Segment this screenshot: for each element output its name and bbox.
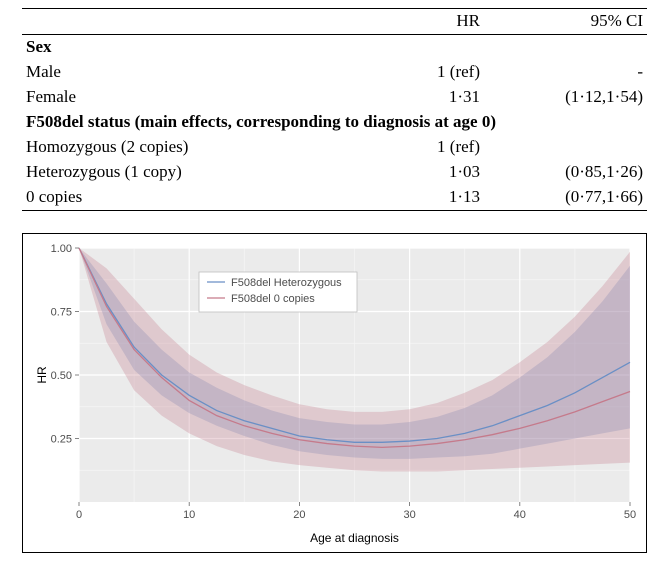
row-ci: [484, 135, 647, 160]
table-row: Homozygous (2 copies) 1 (ref): [22, 135, 647, 160]
row-label: Heterozygous (1 copy): [22, 160, 366, 185]
svg-text:40: 40: [514, 509, 526, 521]
svg-text:30: 30: [403, 509, 415, 521]
table-row: Heterozygous (1 copy) 1·03 (0·85,1·26): [22, 160, 647, 185]
hr-vs-age-chart: 0 10 20 30 40 50 0.25 0.50 0.75 1.00 Age at diagno…: [22, 233, 647, 553]
table-row: Male 1 (ref) -: [22, 60, 647, 85]
row-hr: 1·13: [366, 185, 484, 210]
svg-text:0.75: 0.75: [51, 306, 72, 318]
svg-text:HR: HR: [35, 366, 49, 384]
row-hr: 1·31: [366, 85, 484, 110]
svg-text:0: 0: [76, 509, 82, 521]
chart-svg: 0 10 20 30 40 50 0.25 0.50 0.75 1.00 Age at diagno…: [33, 242, 638, 546]
svg-text:F508del 0 copies: F508del 0 copies: [231, 293, 315, 305]
svg-text:10: 10: [183, 509, 195, 521]
row-hr: 1 (ref): [366, 60, 484, 85]
row-ci: (1·12,1·54): [484, 85, 647, 110]
col-header-ci: 95% CI: [484, 9, 647, 35]
row-label: Male: [22, 60, 366, 85]
row-label: Homozygous (2 copies): [22, 135, 366, 160]
svg-text:0.25: 0.25: [51, 433, 72, 445]
row-ci: (0·77,1·66): [484, 185, 647, 210]
row-hr: 1·03: [366, 160, 484, 185]
row-hr: 1 (ref): [366, 135, 484, 160]
row-ci: -: [484, 60, 647, 85]
svg-text:F508del Heterozygous: F508del Heterozygous: [231, 277, 342, 289]
table-row: Female 1·31 (1·12,1·54): [22, 85, 647, 110]
svg-text:1.00: 1.00: [51, 243, 72, 255]
svg-text:Age at diagnosis: Age at diagnosis: [310, 531, 399, 545]
row-label: 0 copies: [22, 185, 366, 210]
svg-text:20: 20: [293, 509, 305, 521]
row-label: Female: [22, 85, 366, 110]
section-title-f508: F508del status (main effects, correspond…: [22, 110, 647, 135]
col-header-hr: HR: [366, 9, 484, 35]
svg-text:0.50: 0.50: [51, 370, 72, 382]
row-ci: (0·85,1·26): [484, 160, 647, 185]
svg-text:50: 50: [624, 509, 636, 521]
section-title-sex: Sex: [22, 34, 647, 59]
hazard-ratio-table: HR 95% CI Sex Male 1 (ref) - Female 1·31…: [22, 8, 647, 211]
table-row: 0 copies 1·13 (0·77,1·66): [22, 185, 647, 210]
